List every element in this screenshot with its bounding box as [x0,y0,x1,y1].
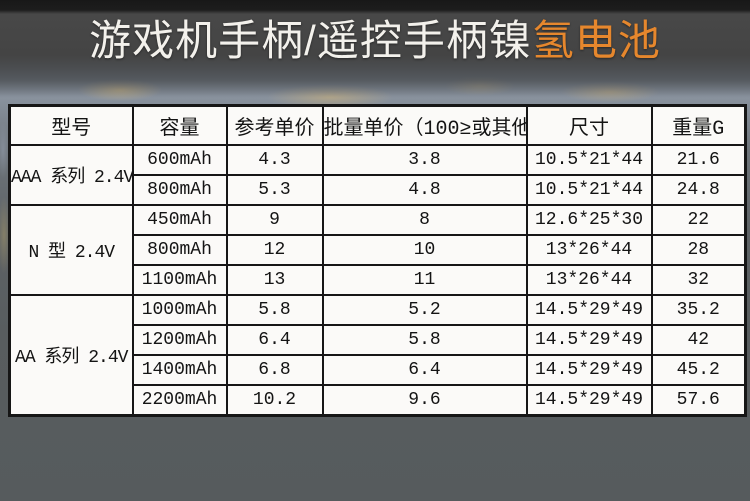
model-cell: N 型 2.4V [8,204,134,296]
column-header-4: 尺寸 [525,104,653,146]
weight-cell: 42 [650,324,747,356]
size-cell: 10.5*21*44 [525,144,653,176]
weight-cell: 32 [650,264,747,296]
size-cell: 12.6*25*30 [525,204,653,236]
capacity-cell: 450mAh [131,204,228,236]
bulk-price-cell: 11 [321,264,528,296]
capacity-cell: 2200mAh [131,384,228,417]
page-title-main: 游戏机手柄/遥控手柄镍 [89,17,532,64]
size-cell: 14.5*29*49 [525,384,653,417]
table-row: AA 系列 2.4V 1000mAh 5.8 5.2 14.5*29*49 35.2 [8,294,747,417]
unit-price-cell: 9 [225,204,324,236]
capacity-cell: 1000mAh [131,294,228,326]
size-cell: 14.5*29*49 [525,294,653,326]
bulk-price-cell: 6.4 [321,354,528,386]
capacity-cell: 1100mAh [131,264,228,296]
bulk-price-cell: 5.8 [321,324,528,356]
weight-cell: 28 [650,234,747,266]
model-cell: AA 系列 2.4V [8,294,134,417]
column-header-1: 容量 [131,104,228,146]
column-header-0: 型号 [8,104,134,146]
capacity-cell: 1200mAh [131,324,228,356]
unit-price-cell: 12 [225,234,324,266]
size-cell: 13*26*44 [525,234,653,266]
table-row: AAA 系列 2.4V 600mAh 4.3 3.8 10.5*21*44 21.6 [8,144,747,206]
page-title-accent: 氢电池 [531,17,661,64]
table-row: 1100mAh 13 11 13*26*44 32 [10,264,747,296]
unit-price-cell: 10.2 [225,384,324,417]
size-cell: 14.5*29*49 [525,354,653,386]
capacity-cell: 800mAh [131,234,228,266]
unit-price-cell: 6.4 [225,324,324,356]
bulk-price-cell: 9.6 [321,384,528,417]
weight-cell: 21.6 [650,144,747,176]
weight-cell: 45.2 [650,354,747,386]
table-row: N 型 2.4V 450mAh 9 8 12.6*25*30 22 [8,204,747,296]
unit-price-cell: 6.8 [225,354,324,386]
size-cell: 10.5*21*44 [525,174,653,206]
table-row: 1400mAh 6.8 6.4 14.5*29*49 45.2 [10,354,747,386]
bulk-price-cell: 4.8 [321,174,528,206]
bulk-price-cell: 3.8 [321,144,528,176]
table-row: 1200mAh 6.4 5.8 14.5*29*49 42 [10,324,747,356]
weight-cell: 57.6 [650,384,747,417]
bulk-price-cell: 8 [321,204,528,236]
weight-cell: 22 [650,204,747,236]
capacity-cell: 600mAh [131,144,228,176]
title-banner [0,0,750,100]
weight-cell: 35.2 [650,294,747,326]
unit-price-cell: 5.8 [225,294,324,326]
size-cell: 13*26*44 [525,264,653,296]
table-row: 2200mAh 10.2 9.6 14.5*29*49 57.6 [10,384,747,417]
column-header-5: 重量G [650,104,747,146]
model-cell: AAA 系列 2.4V [8,144,134,206]
spec-table-body: AAA 系列 2.4V 600mAh 4.3 3.8 10.5*21*44 21.6 800… [8,144,747,417]
size-cell: 14.5*29*49 [525,324,653,356]
table-row: 800mAh 5.3 4.8 10.5*21*44 24.8 [10,174,747,206]
capacity-cell: 1400mAh [131,354,228,386]
weight-cell: 24.8 [650,174,747,206]
table-row: 800mAh 12 10 13*26*44 28 [10,234,747,266]
unit-price-cell: 5.3 [225,174,324,206]
bulk-price-cell: 10 [321,234,528,266]
column-header-2: 参考单价 [225,104,324,146]
unit-price-cell: 13 [225,264,324,296]
capacity-cell: 800mAh [131,174,228,206]
bulk-price-cell: 5.2 [321,294,528,326]
unit-price-cell: 4.3 [225,144,324,176]
page-title: 游戏机手柄/遥控手柄镍氢电池 [0,17,750,65]
column-header-3: 批量单价（100≥或其他） [321,104,528,146]
